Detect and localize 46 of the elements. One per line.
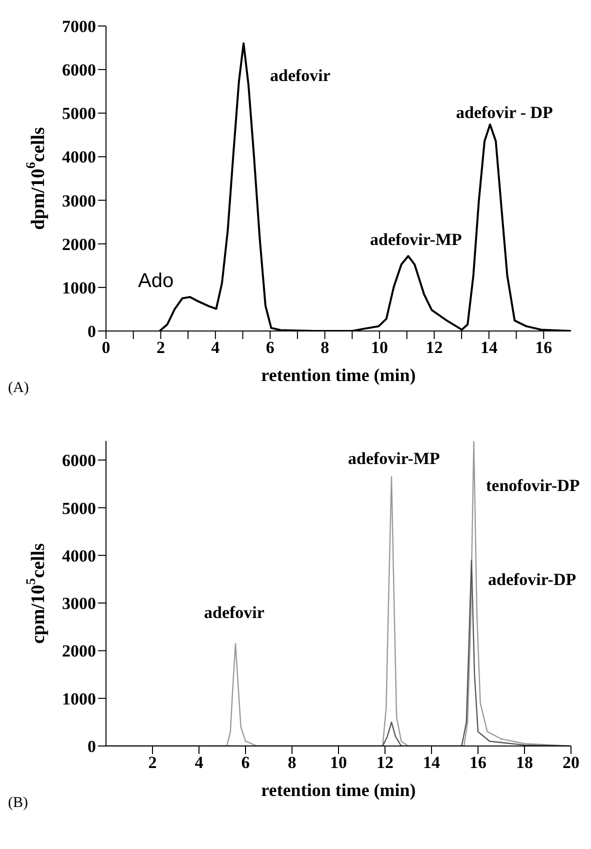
y-tick-label: 5000: [62, 104, 96, 124]
annotation: adefovir: [270, 66, 330, 86]
y-tick-label: 1000: [62, 689, 96, 708]
x-axis-title: retention time (min): [261, 780, 416, 800]
annotation: adefovir - DP: [456, 103, 553, 123]
x-tick-label: 20: [562, 753, 580, 772]
y-tick-label: 4000: [62, 546, 96, 566]
y-tick-label: 4000: [62, 148, 96, 167]
y-tick-label: 3000: [62, 594, 96, 614]
y-tick-label: 7000: [62, 17, 96, 36]
text: (A): [8, 380, 29, 397]
annotation: adefovir-MP: [370, 230, 462, 250]
annotation: adefovir: [204, 603, 264, 623]
y-tick-label: 3000: [62, 191, 96, 210]
x-tick-label: 6: [241, 753, 250, 772]
y-tick-label: 0: [88, 322, 96, 342]
x-tick-label: 12: [376, 753, 394, 772]
y-tick-label: 5000: [62, 498, 96, 518]
x-tick-label: 18: [516, 753, 533, 772]
x-tick-label: 4: [194, 753, 204, 772]
x-tick-label: 6: [266, 338, 274, 358]
x-tick-label: 0: [102, 338, 110, 358]
x-tick-label: 8: [320, 338, 330, 358]
y-tick-label: 0: [88, 737, 96, 756]
x-tick-label: 2: [148, 753, 157, 772]
text: (B): [8, 795, 28, 812]
x-tick-label: 10: [330, 753, 347, 772]
y-tick-label: 2000: [62, 642, 96, 661]
x-tick-label: 16: [470, 753, 486, 772]
y-tick-label: 6000: [62, 451, 96, 470]
annotation: adefovir-DP: [488, 570, 576, 590]
x-tick-label: 8: [288, 753, 296, 772]
y-tick-label: 6000: [62, 60, 96, 80]
x-tick-label: 10: [371, 338, 388, 358]
y-tick-label: 2000: [62, 234, 96, 254]
x-tick-label: 2: [156, 338, 165, 358]
x-tick-label: 14: [480, 338, 498, 358]
x-axis-title: retention time (min): [261, 365, 416, 385]
x-tick-label: 16: [535, 338, 552, 358]
annotation: Ado: [138, 270, 174, 293]
y-tick-label: 1000: [62, 278, 96, 298]
annotation: tenofovir-DP: [486, 476, 580, 496]
x-tick-label: 12: [426, 338, 443, 358]
annotation: adefovir-MP: [348, 449, 440, 469]
x-tick-label: 14: [423, 753, 440, 772]
x-tick-label: 4: [211, 338, 220, 358]
